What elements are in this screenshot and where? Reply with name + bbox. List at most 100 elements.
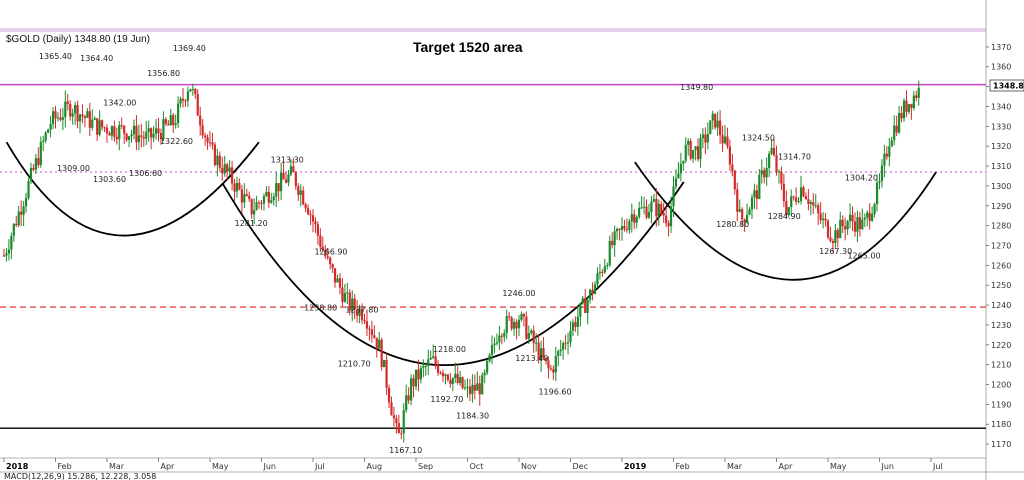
candle-body — [471, 384, 474, 395]
candle-body — [282, 172, 285, 180]
price-label: 1309.00 — [57, 164, 90, 173]
candle-body — [316, 224, 320, 236]
candle-body — [110, 126, 114, 136]
candle-body — [240, 189, 243, 203]
candle-body — [868, 212, 871, 221]
candle-body — [741, 209, 744, 220]
candle-body — [407, 395, 410, 401]
x-tick-label: Dec — [573, 462, 588, 471]
candle-body — [51, 111, 55, 124]
y-tick-label: 1370 — [991, 43, 1011, 52]
candle-body — [319, 235, 322, 247]
candle-body — [638, 207, 641, 217]
candle-body — [692, 149, 695, 159]
candle-body — [505, 316, 508, 334]
candle-body — [245, 194, 248, 196]
candle-body — [682, 160, 685, 164]
candle-body — [54, 111, 57, 119]
candle-body — [137, 135, 140, 143]
candle-body — [297, 186, 300, 195]
candle-body — [564, 343, 567, 345]
price-label: 1314.70 — [778, 153, 811, 162]
candle-body — [608, 240, 611, 266]
candle-body — [574, 322, 577, 327]
candle-body — [620, 226, 624, 230]
price-label: 1192.70 — [430, 395, 463, 404]
candle-body — [135, 125, 138, 143]
candle-body — [37, 158, 40, 165]
candle-body — [714, 113, 717, 128]
candle-body — [69, 104, 72, 117]
candle-body — [422, 366, 425, 368]
candle-body — [831, 240, 835, 244]
candle-body — [385, 359, 388, 388]
candle-body — [412, 378, 415, 387]
candle-body — [76, 104, 79, 122]
grid-lines — [0, 83, 986, 429]
candle-body — [917, 87, 920, 98]
candle-body — [105, 127, 109, 134]
x-tick-label: Oct — [470, 462, 484, 471]
candle-body — [718, 120, 722, 136]
candle-body — [790, 196, 793, 208]
candle-body — [802, 187, 805, 197]
candle-body — [858, 217, 861, 230]
candle-body — [387, 387, 391, 403]
candle-body — [400, 433, 403, 435]
candle-body — [169, 115, 172, 126]
candle-body — [660, 203, 663, 214]
candle-body — [748, 209, 751, 215]
candle-body — [365, 321, 369, 329]
candle-body — [709, 120, 712, 134]
candle-body — [456, 373, 459, 383]
candle-body — [39, 142, 42, 165]
candle-body — [12, 223, 15, 236]
candle-body — [910, 104, 913, 109]
candle-body — [226, 164, 229, 172]
candle-body — [571, 322, 575, 331]
x-tick-label: 2018 — [6, 462, 29, 471]
candle-body — [898, 112, 901, 133]
candle-body — [167, 123, 170, 126]
candle-body — [336, 278, 339, 283]
candle-body — [665, 215, 668, 224]
y-tick-label: 1260 — [991, 261, 1011, 270]
y-tick-label: 1250 — [991, 281, 1011, 290]
candle-body — [721, 135, 724, 144]
x-tick-label: Jun — [263, 462, 277, 471]
candle-body — [669, 206, 673, 227]
candle-body — [689, 140, 692, 159]
candle-body — [267, 191, 270, 203]
candle-body — [647, 212, 651, 218]
candle-body — [618, 228, 621, 230]
candle-body — [373, 335, 376, 338]
candle-body — [15, 223, 18, 226]
candle-body — [902, 100, 906, 119]
price-label: 1238.80 — [304, 303, 337, 312]
candle-body — [861, 219, 864, 230]
x-tick-label: May — [212, 462, 229, 471]
candle-body — [824, 218, 827, 221]
y-tick-label: 1340 — [991, 102, 1011, 111]
price-label: 1167.10 — [389, 446, 422, 455]
candle-body — [677, 173, 680, 179]
candle-body — [657, 203, 660, 217]
candle-body — [799, 187, 803, 202]
candle-body — [814, 205, 817, 207]
candle-body — [755, 190, 758, 199]
candle-body — [196, 93, 199, 116]
candle-body — [478, 383, 481, 395]
candle-body — [436, 364, 440, 373]
candle-body — [701, 134, 705, 139]
x-tick-label: Apr — [161, 462, 176, 471]
candle-body — [405, 395, 408, 411]
candle-body — [93, 118, 96, 120]
price-label: 1184.30 — [456, 412, 489, 421]
candle-body — [257, 202, 261, 204]
candle-body — [341, 287, 344, 302]
y-tick-label: 1180 — [991, 420, 1011, 429]
candle-body — [184, 100, 187, 102]
candle-body — [147, 128, 150, 132]
candle-body — [238, 182, 241, 190]
x-tick-label: Mar — [109, 462, 125, 471]
